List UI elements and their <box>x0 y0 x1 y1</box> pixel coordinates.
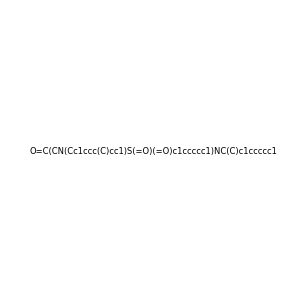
Text: O=C(CN(Cc1ccc(C)cc1)S(=O)(=O)c1ccccc1)NC(C)c1ccccc1: O=C(CN(Cc1ccc(C)cc1)S(=O)(=O)c1ccccc1)NC… <box>30 147 278 156</box>
